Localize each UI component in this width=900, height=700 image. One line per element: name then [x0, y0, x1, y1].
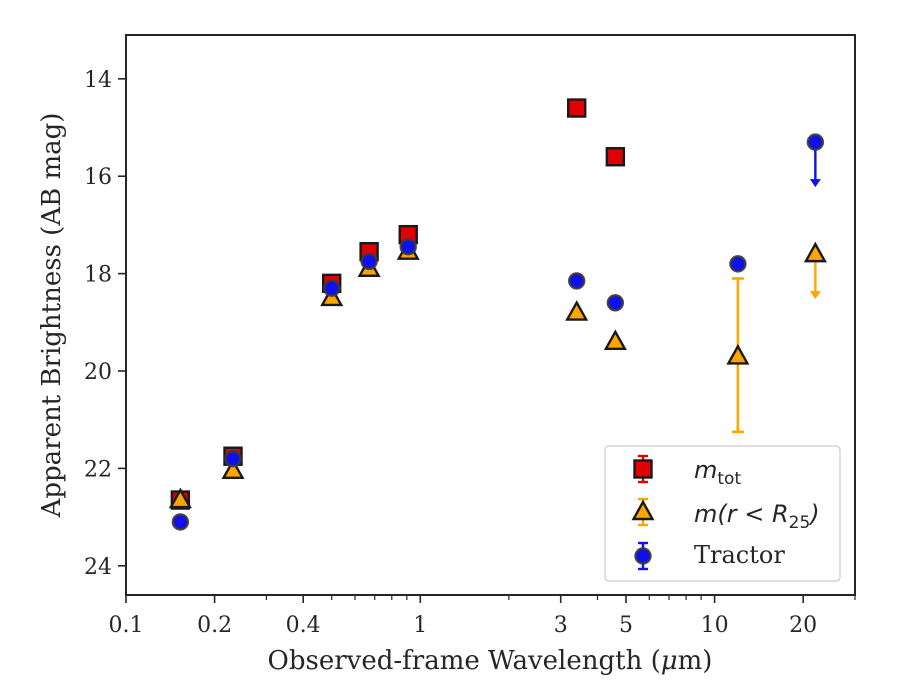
data-point-tractor — [606, 294, 625, 312]
data-point-m-r25 — [603, 329, 627, 350]
data-point-m-r25 — [565, 300, 589, 321]
legend-box — [604, 445, 841, 582]
data-point-m-r25 — [726, 343, 750, 365]
data-point-m-tot — [567, 98, 587, 118]
data-point-tractor — [171, 513, 190, 531]
data-point-m-r25 — [168, 487, 192, 509]
data-point-tractor — [224, 449, 242, 468]
data-point-tractor — [568, 272, 586, 290]
data-point-m-tot — [605, 147, 626, 167]
data-point-tractor — [729, 255, 747, 273]
data-point-tractor — [323, 279, 341, 297]
legend-marker-m-tot — [633, 454, 653, 484]
x-axis-label-mu: μ — [661, 646, 678, 676]
y-tick-label: 22 — [84, 457, 112, 482]
x-axis-label-suffix: m) — [678, 646, 713, 676]
legend-label-m-tot: mtot — [694, 456, 741, 489]
legend-label-tractor: Tractor — [694, 541, 785, 569]
x-tick-label: 0.1 — [109, 613, 144, 638]
x-axis-label-prefix: Observed-frame Wavelength ( — [268, 646, 661, 676]
plot-layer — [168, 98, 827, 531]
axis-layer: 0.1 0.2 0.4 1 3 5 10 20 14 16 18 20 22 24 — [84, 68, 856, 638]
legend-symbol-m-r25 — [631, 499, 655, 521]
x-tick-label: 5 — [619, 613, 633, 638]
legend-marker-m-r25 — [631, 497, 655, 527]
legend-marker-tractor — [634, 541, 652, 571]
legend-symbol-tractor — [634, 547, 652, 565]
x-tick-label: 1 — [413, 613, 427, 638]
data-point-tractor — [806, 133, 825, 151]
y-tick-label: 24 — [84, 555, 112, 580]
data-point-m-r25 — [803, 241, 827, 263]
x-tick-label: 0.4 — [286, 613, 321, 638]
y-tick-label: 16 — [84, 165, 112, 190]
series-tractor — [171, 133, 825, 531]
y-tick-label: 18 — [84, 263, 112, 288]
legend-symbol-m-tot — [633, 459, 653, 479]
series-m-tot — [170, 98, 626, 510]
y-tick-label: 14 — [84, 68, 112, 93]
x-axis-label: Observed-frame Wavelength (μm) — [268, 646, 713, 676]
plot-frame — [125, 34, 856, 596]
legend-label-m-r25: m(r < R25) — [694, 500, 820, 533]
data-point-tractor — [360, 252, 378, 271]
data-point-m-r25 — [221, 458, 245, 480]
x-tick-label: 3 — [554, 613, 568, 638]
y-tick-label: 20 — [84, 360, 112, 385]
x-tick-label: 0.2 — [197, 613, 232, 638]
data-point-tractor — [399, 238, 417, 256]
y-axis-label: Apparent Brightness (AB mag) — [37, 113, 67, 519]
legend: mtot m(r < R25) Tractor — [604, 445, 841, 582]
x-tick-label: 10 — [701, 613, 729, 638]
x-tick-label: 20 — [789, 613, 817, 638]
